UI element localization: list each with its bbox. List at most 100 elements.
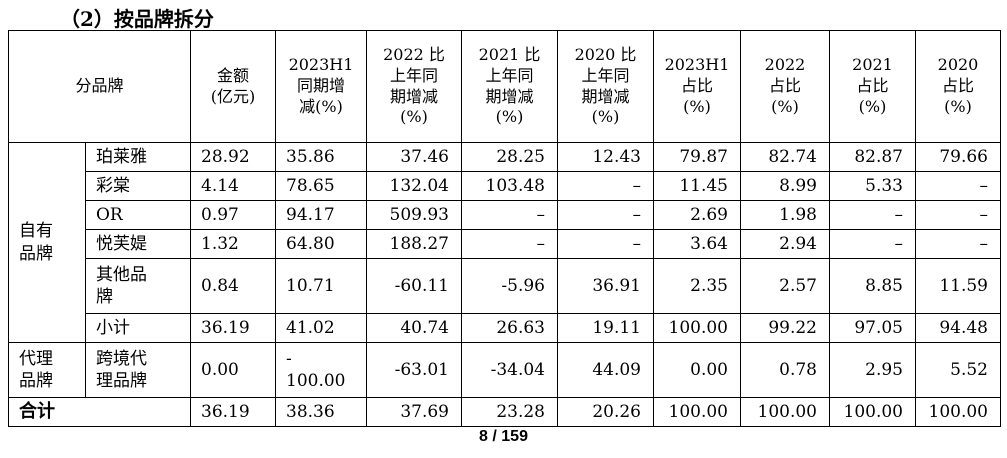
table-cell: 100.00 bbox=[740, 397, 830, 427]
table-cell: – bbox=[557, 229, 654, 259]
table-cell: – bbox=[557, 200, 654, 230]
header-cell-4: 2021 比 上年同 期增减 (%) bbox=[461, 30, 558, 143]
table-cell: 94.48 bbox=[915, 313, 1001, 343]
table-cell: 79.87 bbox=[653, 142, 741, 172]
table-cell: 1.32 bbox=[190, 229, 276, 259]
table-cell: -34.04 bbox=[461, 342, 558, 398]
table-cell: 37.69 bbox=[366, 397, 462, 427]
table-cell: – bbox=[461, 200, 558, 230]
table-cell: 0.97 bbox=[190, 200, 276, 230]
table-cell: – bbox=[829, 200, 916, 230]
table-cell: 19.11 bbox=[557, 313, 654, 343]
table-cell: 64.80 bbox=[275, 229, 367, 259]
header-cell-7: 2022 占比 (%) bbox=[740, 30, 830, 143]
table-cell: 2.35 bbox=[653, 258, 741, 314]
table-row: 其他品 牌 0.84 10.71 -60.11 -5.96 36.91 2.35 2.57 8.… bbox=[9, 258, 1001, 314]
table-row: OR 0.97 94.17 509.93– –2.69 1.98– – bbox=[9, 200, 1001, 230]
table-cell: 5.52 bbox=[915, 342, 1001, 398]
brand-name: 跨境代 理品牌 bbox=[85, 342, 191, 398]
table-cell: – bbox=[557, 171, 654, 201]
table-cell: - 100.00 bbox=[275, 342, 367, 398]
table-cell: 0.00 bbox=[190, 342, 276, 398]
table-cell: 0.78 bbox=[740, 342, 830, 398]
table-cell: 8.85 bbox=[829, 258, 916, 314]
table-cell: 100.00 bbox=[829, 397, 916, 427]
table-row: 小计 36.19 41.02 40.74 26.63 19.11 100.00 99.22 97… bbox=[9, 313, 1001, 343]
table-cell: 26.63 bbox=[461, 313, 558, 343]
brand-name: 珀莱雅 bbox=[85, 142, 191, 172]
table-cell: 44.09 bbox=[557, 342, 654, 398]
page-title: （2）按品牌拆分 bbox=[60, 7, 214, 31]
table-cell: 11.45 bbox=[653, 171, 741, 201]
header-cell-3: 2022 比 上年同 期增减 (%) bbox=[366, 30, 462, 143]
header-cell-6: 2023H1 占比 (%) bbox=[653, 30, 741, 143]
table-cell: 82.74 bbox=[740, 142, 830, 172]
table-row: 合计 36.19 38.36 37.69 23.28 20.26 100.00 100.00 1… bbox=[8, 397, 1001, 427]
table-cell: 28.25 bbox=[461, 142, 558, 172]
rowgroup-own-brands: 自有 品牌 bbox=[8, 142, 86, 343]
table-cell: 94.17 bbox=[275, 200, 367, 230]
table-cell: 28.92 bbox=[190, 142, 276, 172]
table-cell: 11.59 bbox=[915, 258, 1001, 314]
table-cell: 2.95 bbox=[829, 342, 916, 398]
header-cell-1: 金额 (亿元) bbox=[190, 30, 276, 143]
table-cell: 12.43 bbox=[557, 142, 654, 172]
brand-name: 彩棠 bbox=[85, 171, 191, 201]
table-cell: 36.19 bbox=[190, 397, 276, 427]
table-cell: 0.00 bbox=[653, 342, 741, 398]
table-cell: 188.27 bbox=[366, 229, 462, 259]
rowgroup-agency-brands: 代理 品牌 bbox=[8, 342, 86, 398]
table-cell: -60.11 bbox=[366, 258, 462, 314]
header-cell-5: 2020 比 上年同 期增减 (%) bbox=[557, 30, 654, 143]
table-cell: 82.87 bbox=[829, 142, 916, 172]
page-number: 8 / 159 bbox=[479, 428, 528, 445]
header-cell-2: 2023H1 同期增 减(%) bbox=[275, 30, 367, 143]
brand-name: 悦芙媞 bbox=[85, 229, 191, 259]
header-cell-0: 分品牌 bbox=[8, 30, 191, 143]
table-cell: 40.74 bbox=[366, 313, 462, 343]
total-row-label: 合计 bbox=[8, 397, 191, 427]
table-cell: 509.93 bbox=[366, 200, 462, 230]
table-cell: 41.02 bbox=[275, 313, 367, 343]
header-row: 分品牌 金额 (亿元) 2023H1 同期增 减(%) 2022 比 上年同 期增减 … bbox=[8, 30, 1001, 143]
table-cell: 0.84 bbox=[190, 258, 276, 314]
table-row: 自有 品牌 珀莱雅 28.92 35.86 37.46 28.25 12.43 79.87 82… bbox=[8, 142, 1001, 343]
table-cell: 35.86 bbox=[275, 142, 367, 172]
table-cell: – bbox=[461, 229, 558, 259]
table-cell: – bbox=[829, 229, 916, 259]
table-cell: 132.04 bbox=[366, 171, 462, 201]
header-cell-9: 2020 占比 (%) bbox=[915, 30, 1001, 143]
table-cell: 38.36 bbox=[275, 397, 367, 427]
table-cell: 100.00 bbox=[915, 397, 1001, 427]
table-cell: 79.66 bbox=[915, 142, 1001, 172]
table-cell: 20.26 bbox=[557, 397, 654, 427]
table-cell: 36.19 bbox=[190, 313, 276, 343]
table-cell: 36.91 bbox=[557, 258, 654, 314]
table-cell: 3.64 bbox=[653, 229, 741, 259]
table-cell: 10.71 bbox=[275, 258, 367, 314]
table-cell: – bbox=[915, 171, 1001, 201]
table-cell: 1.98 bbox=[740, 200, 830, 230]
table-cell: 2.57 bbox=[740, 258, 830, 314]
table-cell: 78.65 bbox=[275, 171, 367, 201]
table-header: 分品牌 金额 (亿元) 2023H1 同期增 减(%) 2022 比 上年同 期增减 … bbox=[8, 30, 1001, 143]
table-row: 彩棠 4.14 78.65 132.04 103.48–11.45 8.99 5.33– bbox=[9, 171, 1001, 201]
table-cell: 37.46 bbox=[366, 142, 462, 172]
table-cell: 100.00 bbox=[653, 313, 741, 343]
brand-name: OR bbox=[85, 200, 191, 230]
brand-name: 其他品 牌 bbox=[85, 258, 191, 314]
table-cell: 5.33 bbox=[829, 171, 916, 201]
header-cell-8: 2021 占比 (%) bbox=[829, 30, 916, 143]
table-row: 代理 品牌 跨境代 理品牌 0.00- 100.00 -63.01 -34.04 44.0… bbox=[8, 342, 1001, 398]
table-cell: -63.01 bbox=[366, 342, 462, 398]
subtotal-label: 小计 bbox=[85, 313, 191, 343]
table-cell: 99.22 bbox=[740, 313, 830, 343]
table-cell: 103.48 bbox=[461, 171, 558, 201]
table-cell: – bbox=[915, 200, 1001, 230]
table-cell: 8.99 bbox=[740, 171, 830, 201]
table-cell: -5.96 bbox=[461, 258, 558, 314]
table-cell: 4.14 bbox=[190, 171, 276, 201]
brand-breakdown-table: 分品牌 金额 (亿元) 2023H1 同期增 减(%) 2022 比 上年同 期增减 … bbox=[8, 30, 1001, 427]
table-cell: – bbox=[915, 229, 1001, 259]
table-cell: 100.00 bbox=[653, 397, 741, 427]
